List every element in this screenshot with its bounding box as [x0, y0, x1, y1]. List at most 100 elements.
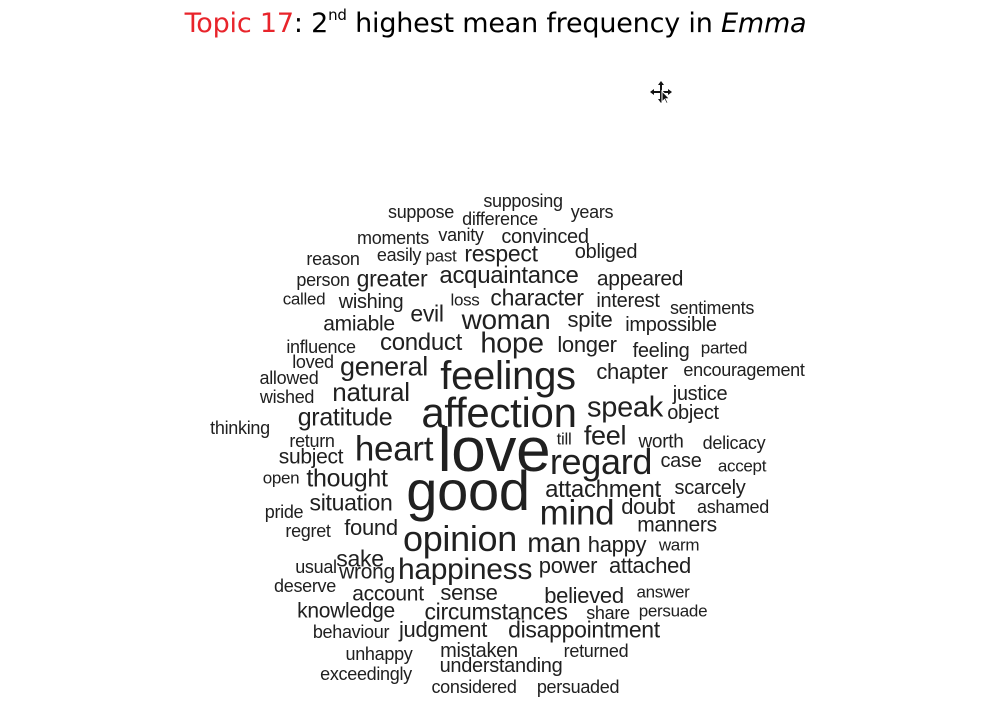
cloud-word-influence: influence [286, 337, 356, 357]
cloud-word-warm: warm [658, 535, 700, 555]
cloud-word-usual: usual [295, 557, 337, 577]
cloud-word-natural: natural [332, 377, 410, 407]
cloud-word-respect: respect [464, 240, 538, 267]
cloud-word-evil: evil [410, 300, 444, 327]
cloud-word-feel: feel [583, 420, 627, 451]
cloud-word-unhappy: unhappy [345, 644, 413, 664]
cloud-word-general: general [340, 351, 428, 382]
cloud-word-speak: speak [587, 391, 663, 424]
cloud-word-feeling: feeling [632, 340, 690, 362]
cloud-word-past: past [425, 246, 457, 266]
cloud-word-answer: answer [636, 582, 690, 602]
cloud-word-loved: loved [292, 352, 334, 372]
cloud-word-returned: returned [563, 641, 629, 661]
cloud-word-delicacy: delicacy [702, 433, 766, 453]
cloud-word-vanity: vanity [438, 225, 484, 245]
cloud-word-character: character [490, 284, 584, 311]
cloud-word-longer: longer [557, 332, 617, 357]
move-cursor-icon [649, 80, 673, 104]
rank-suffix: nd [328, 6, 347, 24]
cloud-word-love: love [437, 416, 551, 485]
cloud-word-affection: affection [421, 389, 577, 436]
cloud-word-return: return [289, 431, 335, 451]
cloud-word-account: account [352, 582, 424, 606]
cloud-word-power: power [538, 553, 598, 578]
cloud-word-till: till [556, 429, 572, 449]
cloud-word-share: share [586, 603, 630, 623]
cloud-word-supposing: supposing [483, 191, 563, 211]
cloud-word-pride: pride [264, 502, 304, 522]
cloud-word-worth: worth [638, 431, 684, 453]
cloud-word-found: found [344, 515, 398, 540]
cloud-word-case: case [660, 450, 702, 472]
cloud-word-heart: heart [354, 429, 434, 469]
cloud-word-easily: easily [376, 245, 422, 265]
cloud-word-obliged: obliged [574, 241, 638, 263]
cloud-word-believed: believed [544, 583, 624, 608]
cloud-word-opinion: opinion [402, 518, 518, 559]
cloud-word-wishing: wishing [338, 291, 404, 313]
cloud-word-mind: mind [539, 493, 615, 533]
cloud-word-exceedingly: exceedingly [320, 664, 412, 684]
cloud-word-attached: attached [608, 553, 692, 578]
cloud-word-wrong: wrong [339, 560, 395, 584]
cloud-word-open: open [262, 468, 300, 488]
cloud-word-spite: spite [567, 307, 613, 332]
cloud-word-situation: situation [309, 489, 393, 516]
cloud-word-thought: thought [306, 464, 388, 493]
cloud-word-happy: happy [587, 532, 647, 557]
cloud-word-conduct: conduct [380, 329, 462, 356]
cloud-word-subject: subject [278, 445, 344, 469]
title-text: highest mean frequency in [346, 8, 721, 39]
cloud-word-convinced: convinced [501, 226, 589, 248]
cloud-word-reason: reason [306, 249, 360, 269]
cloud-word-difference: difference [462, 209, 538, 229]
cloud-word-mistaken: mistaken [440, 640, 518, 662]
cloud-word-sake: sake [336, 545, 384, 572]
cloud-word-sense: sense [440, 580, 498, 605]
cloud-word-understanding: understanding [439, 655, 563, 677]
cloud-word-considered: considered [431, 677, 517, 697]
cloud-word-good: good [406, 459, 530, 522]
cloud-word-parted: parted [700, 338, 748, 358]
cloud-word-judgment: judgment [398, 617, 488, 642]
cloud-word-greater: greater [356, 265, 428, 292]
cloud-word-ashamed: ashamed [697, 497, 769, 517]
cloud-word-disappointment: disappointment [508, 616, 660, 643]
cloud-word-circumstances: circumstances [424, 598, 568, 625]
cloud-word-doubt: doubt [621, 494, 675, 519]
cloud-word-hope: hope [480, 327, 544, 360]
cloud-word-suppose: suppose [388, 202, 454, 222]
cloud-word-attachment: attachment [545, 476, 661, 503]
cloud-word-loss: loss [450, 290, 480, 310]
cloud-word-regard: regard [549, 441, 653, 482]
cloud-word-regret: regret [285, 521, 331, 541]
cloud-word-accept: accept [717, 456, 767, 476]
cloud-word-justice: justice [672, 383, 728, 405]
rank-number: 2 [311, 8, 329, 39]
cloud-word-impossible: impossible [625, 314, 717, 336]
cloud-word-woman: woman [461, 304, 551, 335]
cloud-word-sentiments: sentiments [669, 298, 755, 318]
title-separator: : [293, 8, 312, 39]
cloud-word-object: object [667, 402, 719, 424]
cloud-word-scarcely: scarcely [674, 477, 746, 499]
cloud-word-knowledge: knowledge [297, 599, 395, 623]
cloud-word-gratitude: gratitude [297, 403, 393, 432]
cloud-word-years: years [570, 202, 614, 222]
cloud-word-deserve: deserve [274, 576, 336, 596]
cloud-word-appeared: appeared [596, 267, 684, 291]
cloud-word-man: man [527, 527, 581, 558]
slide-title: Topic 17: 2nd highest mean frequency in … [0, 6, 991, 39]
book-title: Emma [720, 8, 807, 39]
cloud-word-chapter: chapter [596, 359, 668, 384]
cloud-word-called: called [282, 289, 326, 309]
cloud-word-amiable: amiable [323, 312, 395, 336]
cloud-word-acquaintance: acquaintance [439, 262, 579, 289]
cloud-word-thinking: thinking [210, 418, 270, 438]
cloud-word-wished: wished [259, 387, 315, 407]
cloud-word-moments: moments [357, 228, 429, 248]
cloud-word-behaviour: behaviour [312, 622, 390, 642]
cloud-word-interest: interest [596, 290, 660, 312]
cloud-word-manners: manners [637, 513, 717, 537]
